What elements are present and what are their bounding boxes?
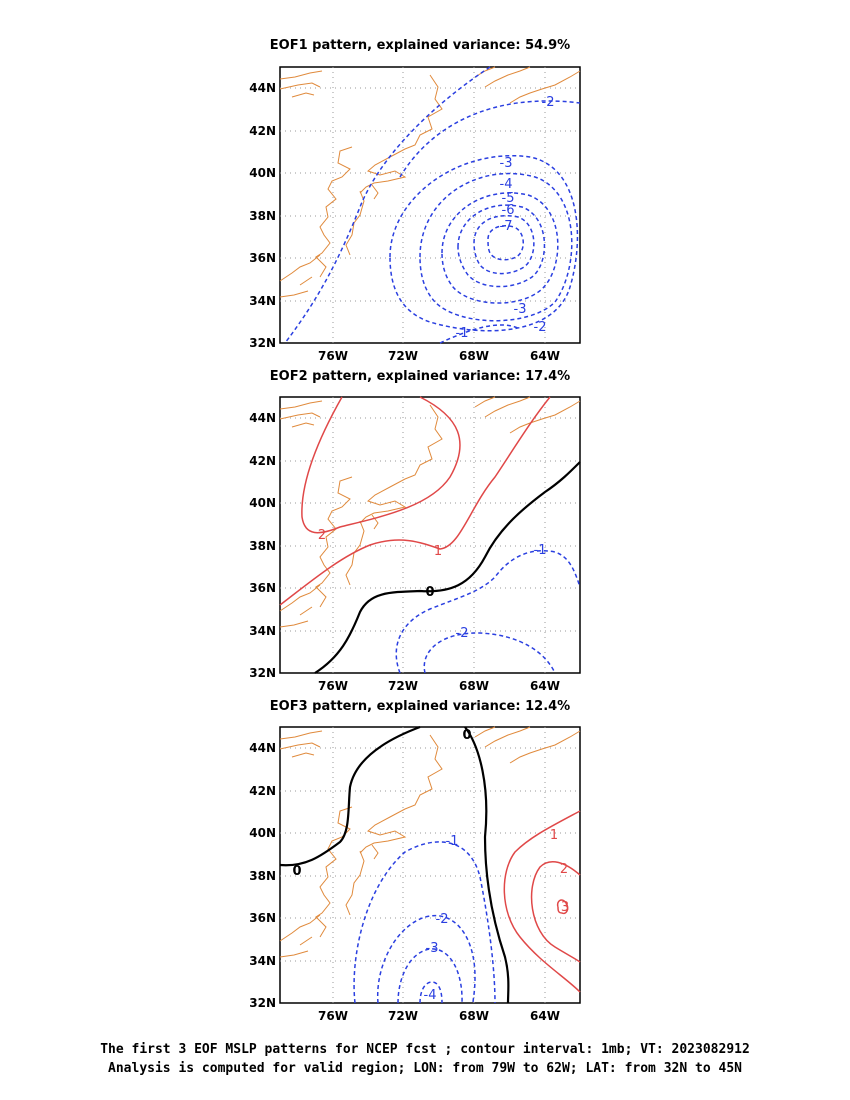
panel-3-contour-labels: 0 0 -1 -2 -3 -4 1 2 3: [292, 728, 569, 1003]
panel-2-lat-ticks: 44N 42N 40N 38N 36N 34N 32N: [249, 411, 276, 680]
contour-label: -7: [500, 219, 513, 234]
contour-label: 2: [560, 862, 568, 877]
lat-tick: 42N: [249, 124, 276, 138]
panel-1-frame: [279, 66, 581, 344]
contour-label: -1: [456, 326, 469, 341]
lon-tick: 68W: [459, 1009, 489, 1023]
lat-tick: 32N: [249, 336, 276, 350]
lon-tick: 72W: [388, 1009, 418, 1023]
lon-tick: 72W: [388, 349, 418, 363]
panel-2-contours: [279, 396, 581, 674]
contour-label: -3: [426, 941, 439, 956]
panel-1-lon-ticks: 76W 72W 68W 64W: [318, 349, 560, 363]
panel-1-contours: [284, 66, 581, 344]
panel-1-title: EOF1 pattern, explained variance: 54.9%: [270, 38, 570, 53]
contour-label: -5: [502, 191, 515, 206]
contour-label: -1: [446, 834, 459, 849]
lat-tick: 40N: [249, 826, 276, 840]
contour-label: 1: [550, 828, 558, 843]
contour-label: -4: [500, 177, 513, 192]
lat-tick: 40N: [249, 496, 276, 510]
lat-tick: 44N: [249, 81, 276, 95]
contour-label: 3: [561, 900, 569, 915]
lon-tick: 64W: [530, 1009, 560, 1023]
lon-tick: 68W: [459, 679, 489, 693]
lat-tick: 44N: [249, 741, 276, 755]
panel-3-title: EOF3 pattern, explained variance: 12.4%: [270, 699, 570, 714]
panel-2-title: EOF2 pattern, explained variance: 17.4%: [270, 369, 570, 384]
contour-label: -6: [502, 203, 515, 218]
panel-3-lon-ticks: 76W 72W 68W 64W: [318, 1009, 560, 1023]
contour-label: -1: [534, 543, 547, 558]
lat-tick: 36N: [249, 251, 276, 265]
panel-3-contours: [279, 725, 581, 1004]
contour-label: 0: [462, 728, 471, 743]
contour-label: 0: [425, 585, 434, 600]
lat-tick: 36N: [249, 581, 276, 595]
lat-tick: 40N: [249, 166, 276, 180]
lat-tick: 34N: [249, 954, 276, 968]
panel-1-grid: [280, 67, 580, 343]
contour-label: -2: [542, 95, 555, 110]
contour-label: 2: [318, 528, 326, 543]
lat-tick: 44N: [249, 411, 276, 425]
panel-1-lat-ticks: 44N 42N 40N 38N 36N 34N 32N: [249, 81, 276, 350]
lon-tick: 72W: [388, 679, 418, 693]
eof-map-figure: EOF1 pattern, explained variance: 54.9%: [249, 38, 581, 1023]
panel-3-frame: [279, 726, 581, 1004]
lon-tick: 64W: [530, 679, 560, 693]
panel-1-contour-labels: -1 -2 -2 -3 -3 -4 -5 -6 -7: [456, 95, 555, 341]
panel-1: EOF1 pattern, explained variance: 54.9%: [249, 38, 581, 363]
contour-label: -4: [424, 988, 437, 1003]
lat-tick: 32N: [249, 996, 276, 1010]
panel-2-lon-ticks: 76W 72W 68W 64W: [318, 679, 560, 693]
lat-tick: 42N: [249, 784, 276, 798]
caption-line-1: The first 3 EOF MSLP patterns for NCEP f…: [100, 1042, 750, 1057]
lat-tick: 36N: [249, 911, 276, 925]
lon-tick: 76W: [318, 1009, 348, 1023]
lon-tick: 76W: [318, 349, 348, 363]
lat-tick: 34N: [249, 624, 276, 638]
lat-tick: 38N: [249, 209, 276, 223]
panel-3: EOF3 pattern, explained variance: 12.4%: [249, 699, 581, 1023]
panel-2: EOF2 pattern, explained variance: 17.4% …: [249, 369, 581, 693]
contour-label: -2: [436, 912, 449, 927]
contour-label: -3: [514, 302, 527, 317]
lat-tick: 42N: [249, 454, 276, 468]
caption-line-2: Analysis is computed for valid region; L…: [108, 1061, 742, 1076]
contour-label: -3: [500, 156, 513, 171]
lat-tick: 38N: [249, 869, 276, 883]
lon-tick: 68W: [459, 349, 489, 363]
panel-3-grid: [280, 727, 580, 1003]
lat-tick: 32N: [249, 666, 276, 680]
contour-label: 1: [434, 544, 442, 559]
lon-tick: 76W: [318, 679, 348, 693]
contour-label: 0: [292, 864, 301, 879]
panel-2-frame: [279, 396, 581, 674]
panel-3-lat-ticks: 44N 42N 40N 38N 36N 34N 32N: [249, 741, 276, 1010]
contour-label: -2: [534, 320, 547, 335]
lat-tick: 34N: [249, 294, 276, 308]
contour-label: -2: [456, 626, 469, 641]
lon-tick: 64W: [530, 349, 560, 363]
lat-tick: 38N: [249, 539, 276, 553]
panel-2-contour-labels: 2 1 0 -1 -2: [318, 528, 547, 641]
